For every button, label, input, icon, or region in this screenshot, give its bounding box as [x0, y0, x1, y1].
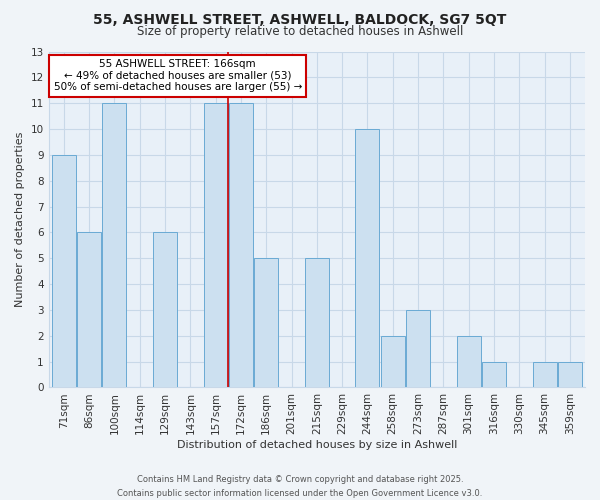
Bar: [305, 258, 329, 388]
Text: 55, ASHWELL STREET, ASHWELL, BALDOCK, SG7 5QT: 55, ASHWELL STREET, ASHWELL, BALDOCK, SG…: [94, 12, 506, 26]
Bar: [254, 258, 278, 388]
Bar: [77, 232, 101, 388]
Bar: [103, 103, 127, 388]
Text: Size of property relative to detached houses in Ashwell: Size of property relative to detached ho…: [137, 25, 463, 38]
Bar: [558, 362, 582, 388]
Y-axis label: Number of detached properties: Number of detached properties: [15, 132, 25, 307]
Bar: [153, 232, 177, 388]
Bar: [355, 129, 379, 388]
Bar: [52, 155, 76, 388]
Bar: [381, 336, 405, 388]
Bar: [457, 336, 481, 388]
X-axis label: Distribution of detached houses by size in Ashwell: Distribution of detached houses by size …: [176, 440, 457, 450]
Bar: [406, 310, 430, 388]
Bar: [482, 362, 506, 388]
Bar: [533, 362, 557, 388]
Bar: [229, 103, 253, 388]
Text: 55 ASHWELL STREET: 166sqm
← 49% of detached houses are smaller (53)
50% of semi-: 55 ASHWELL STREET: 166sqm ← 49% of detac…: [53, 60, 302, 92]
Bar: [203, 103, 227, 388]
Text: Contains HM Land Registry data © Crown copyright and database right 2025.
Contai: Contains HM Land Registry data © Crown c…: [118, 476, 482, 498]
